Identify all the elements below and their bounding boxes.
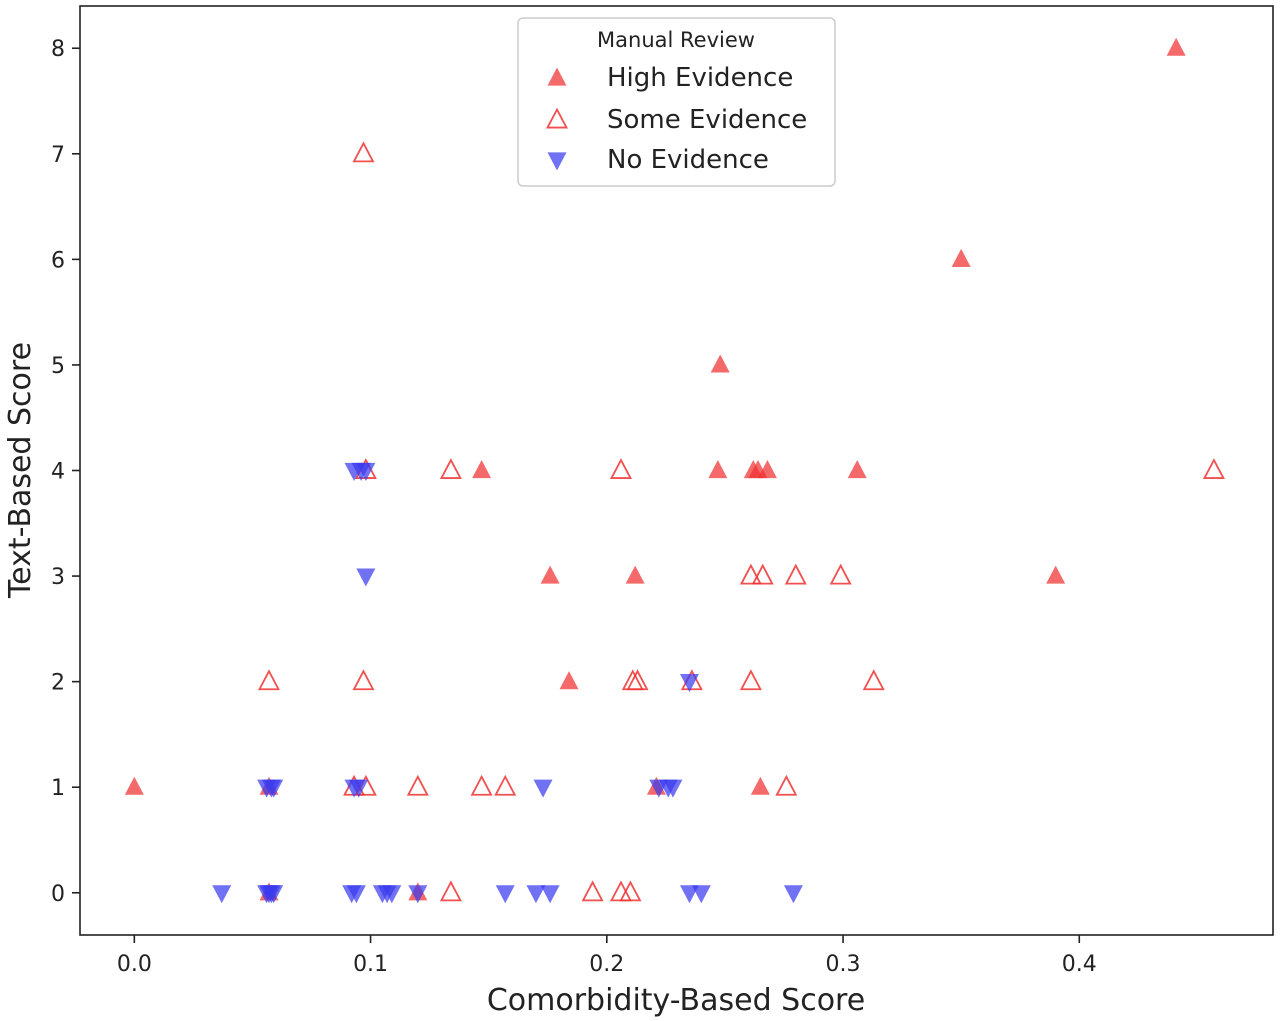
no-evidence-point (346, 885, 366, 904)
x-tick-label: 0.1 (353, 952, 388, 977)
high-evidence-point (847, 460, 867, 479)
some-evidence-point (439, 880, 462, 902)
legend-title: Manual Review (597, 28, 755, 52)
y-tick-label: 7 (51, 143, 65, 168)
x-tick-label: 0.2 (589, 952, 624, 977)
y-tick-label: 4 (51, 460, 65, 485)
some-evidence-point (1202, 458, 1225, 479)
some-evidence-point (406, 774, 429, 796)
no-evidence-point (264, 885, 284, 904)
legend-box (517, 17, 836, 187)
x-tick-label: 0.4 (1062, 952, 1097, 977)
legend-marker-some-evidence (546, 107, 568, 129)
no-evidence-point (691, 885, 711, 904)
no-evidence-point (264, 779, 284, 798)
some-evidence-point (862, 669, 885, 691)
x-tick-label: 0.0 (117, 952, 152, 977)
some-evidence-point (352, 141, 375, 163)
x-axis-label: Comorbidity-Based Score (487, 983, 865, 1018)
no-evidence-point (663, 779, 683, 798)
y-tick-label: 5 (51, 354, 65, 379)
legend-label-some-evidence: Some Evidence (607, 105, 807, 135)
y-tick-label: 8 (51, 37, 65, 62)
high-evidence-point (1046, 565, 1066, 584)
y-tick-label: 3 (51, 565, 65, 590)
no-evidence-point (526, 885, 546, 904)
some-evidence-point (739, 669, 762, 691)
some-evidence-point (494, 774, 517, 796)
legend: Manual Review High Evidence Some Evidence… (517, 17, 836, 187)
some-evidence-point (751, 563, 774, 585)
high-evidence-point (472, 460, 492, 479)
some-evidence-point (257, 669, 280, 691)
y-axis-label: Text-Based Score (3, 342, 38, 599)
some-evidence-point (784, 563, 807, 585)
legend-label-high-evidence: High Evidence (607, 63, 793, 93)
some-evidence-point (775, 774, 798, 796)
high-evidence-point (625, 565, 645, 584)
y-tick-label: 1 (51, 776, 65, 801)
no-evidence-point (783, 885, 803, 904)
no-evidence-point (495, 885, 515, 904)
no-evidence-point (382, 885, 402, 904)
legend-marker-no-evidence (547, 152, 567, 171)
y-axis-ticks: 0 1 2 3 4 5 6 7 8 (51, 37, 80, 907)
high-evidence-point (710, 354, 730, 373)
no-evidence-point (356, 462, 376, 481)
legend-marker-high-evidence (547, 67, 567, 86)
high-evidence-point (750, 776, 770, 795)
some-evidence-point (609, 458, 632, 479)
high-evidence-point (559, 671, 579, 690)
some-evidence-point (581, 880, 604, 902)
some-evidence-point (626, 669, 649, 691)
y-tick-label: 2 (51, 671, 65, 696)
high-evidence-point (951, 248, 971, 267)
legend-label-no-evidence: No Evidence (607, 145, 769, 175)
y-tick-label: 0 (51, 882, 65, 907)
some-evidence-point (829, 563, 852, 585)
data-markers (124, 37, 1225, 904)
high-evidence-point (708, 460, 728, 479)
no-evidence-point (408, 885, 428, 904)
some-evidence-point (619, 880, 642, 902)
x-axis-ticks: 0.0 0.1 0.2 0.3 0.4 (117, 935, 1097, 977)
x-tick-label: 0.3 (826, 952, 861, 977)
y-tick-label: 6 (51, 248, 65, 273)
high-evidence-point (757, 460, 777, 479)
no-evidence-point (533, 779, 553, 798)
no-evidence-point (349, 779, 369, 798)
some-evidence-point (439, 458, 462, 479)
high-evidence-point (540, 565, 560, 584)
some-evidence-point (470, 774, 493, 796)
no-evidence-point (679, 674, 699, 693)
no-evidence-point (356, 568, 376, 587)
high-evidence-point (1166, 37, 1186, 56)
high-evidence-point (124, 776, 144, 795)
no-evidence-point (540, 885, 560, 904)
some-evidence-point (739, 563, 762, 585)
some-evidence-point (352, 669, 375, 691)
no-evidence-point (212, 885, 232, 904)
